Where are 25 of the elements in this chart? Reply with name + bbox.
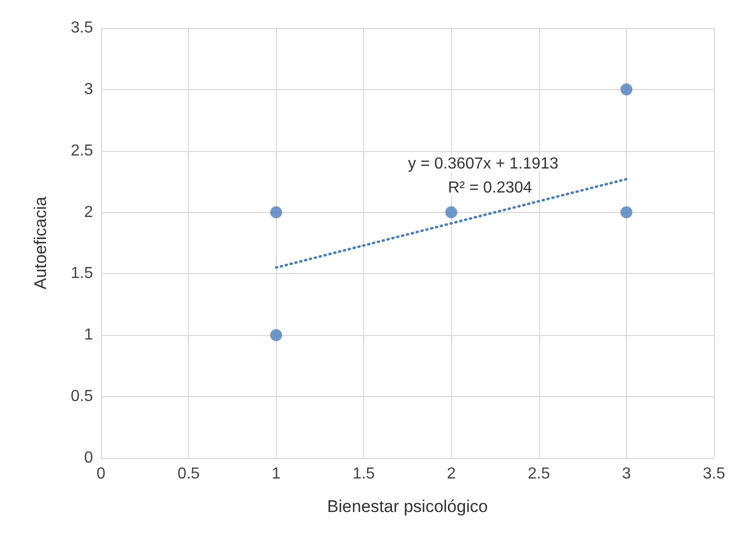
x-tick-label: 1.5 bbox=[352, 466, 375, 482]
y-tick-label: 2 bbox=[84, 204, 94, 221]
point bbox=[620, 83, 632, 96]
annotation: R² = 0.2304 bbox=[448, 180, 532, 196]
x-tick-label: 3 bbox=[622, 466, 631, 482]
x-tick-label: 2 bbox=[446, 466, 456, 482]
x-tick-label: 1 bbox=[272, 466, 281, 482]
y-tick-label: 2.5 bbox=[70, 142, 94, 160]
y-tick-label: 3.5 bbox=[70, 20, 94, 36]
x-tick-label: 2.5 bbox=[528, 466, 550, 482]
x-tick-label: 0.5 bbox=[177, 466, 200, 482]
x-axis-title: Bienestar psicológico bbox=[327, 497, 488, 516]
point bbox=[270, 206, 282, 218]
x-tick-label: 0 bbox=[96, 466, 106, 482]
x-tick-label: 3.5 bbox=[702, 466, 726, 482]
point bbox=[270, 329, 282, 342]
y-tick-label: 0.5 bbox=[70, 388, 94, 406]
y-tick-label: 3 bbox=[84, 80, 94, 98]
point bbox=[620, 206, 632, 218]
y-tick-label: 1 bbox=[84, 326, 94, 344]
annotation: y = 0.3607x + 1.1913 bbox=[408, 156, 558, 172]
y-tick-label: 0 bbox=[84, 450, 94, 466]
y-tick-label: 1.5 bbox=[70, 265, 94, 282]
point bbox=[445, 206, 458, 218]
y-axis-title: Autoeficacia bbox=[31, 196, 50, 290]
